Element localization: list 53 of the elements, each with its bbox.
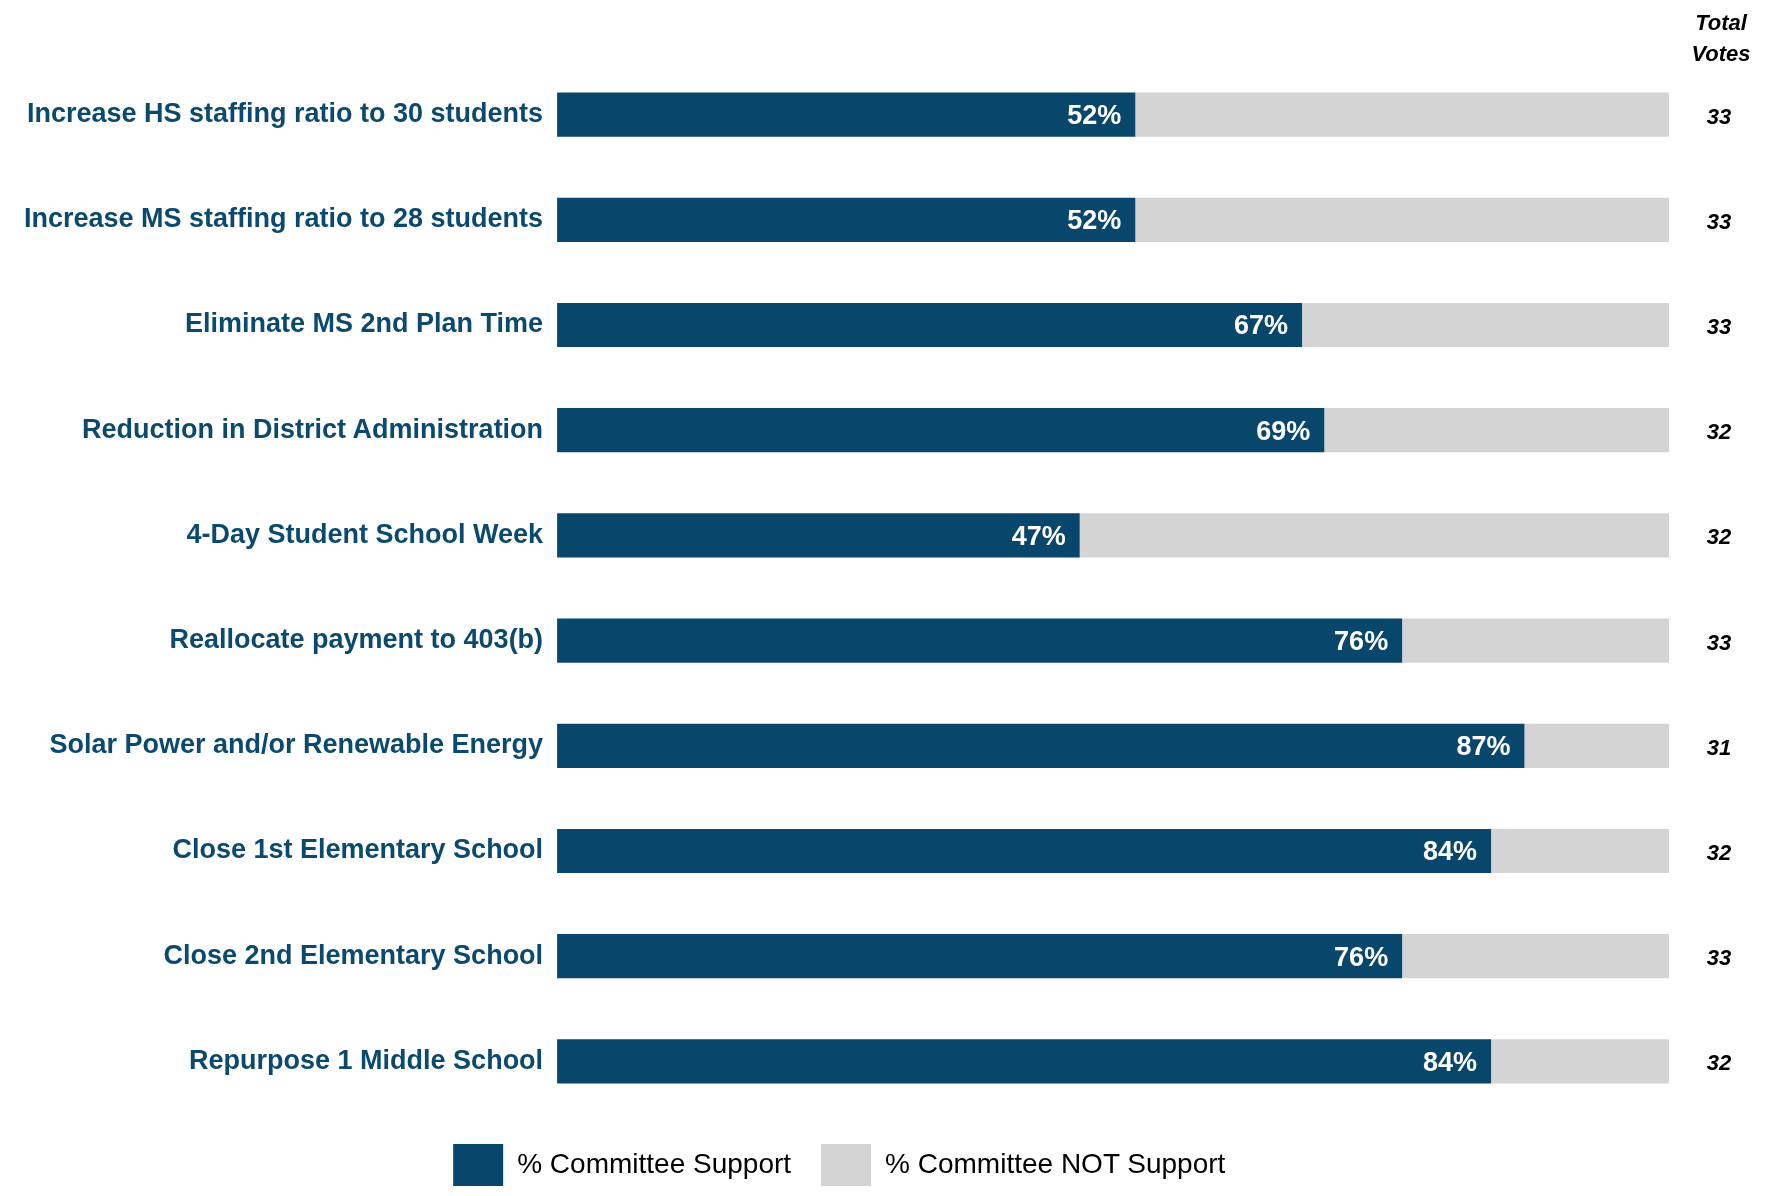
bar (1402, 934, 1669, 979)
data-label: 52% (1067, 205, 1122, 236)
bar (557, 828, 1492, 874)
bar (1491, 828, 1669, 874)
data-label: 47% (1011, 520, 1066, 551)
text: 33 (1706, 208, 1732, 234)
text: 33 (1706, 945, 1732, 971)
y-tick-label: Close 1st Elementary School (172, 834, 544, 865)
text: 32 (1706, 840, 1732, 866)
y-tick-label: Increase MS staffing ratio to 28 students (23, 203, 544, 234)
bar (557, 723, 1525, 768)
bar (1491, 1039, 1669, 1084)
bar (557, 92, 1136, 137)
text: 32 (1706, 419, 1732, 445)
bar (1135, 92, 1669, 137)
y-tick-label: Eliminate MS 2nd Plan Time (185, 308, 544, 339)
bar (557, 197, 1136, 242)
y-tick-label: Reduction in District Administration (82, 413, 544, 444)
data-label: 84% (1423, 1046, 1478, 1077)
text: 32 (1706, 524, 1732, 550)
y-tick-label: Repurpose 1 Middle School (189, 1044, 544, 1075)
bar (1524, 723, 1669, 768)
bar (557, 618, 1403, 663)
bar (1079, 513, 1669, 558)
bar (557, 408, 1325, 453)
bar (557, 934, 1403, 979)
y-tick-label: Close 2nd Elementary School (163, 939, 544, 970)
data-label: 76% (1334, 626, 1389, 657)
text: 33 (1706, 314, 1732, 340)
text: 33 (1706, 629, 1732, 655)
data-label: 52% (1067, 100, 1122, 131)
text: 32 (1706, 1050, 1732, 1076)
y-tick-label: 4-Day Student School Week (186, 518, 545, 549)
y-tick-label: Increase HS staffing ratio to 30 students (26, 98, 544, 129)
text: Total Votes (1691, 10, 1751, 67)
y-tick-label: Reallocate payment to 403(b) (169, 624, 544, 655)
data-label: 76% (1334, 941, 1389, 972)
bar (557, 1039, 1492, 1084)
bar (1324, 408, 1669, 453)
bar (1302, 302, 1669, 348)
text: 33 (1706, 103, 1732, 129)
bar (557, 302, 1303, 348)
legend-label: % Committee Support (517, 1147, 792, 1179)
text: 31 (1706, 734, 1732, 760)
y-tick-label: Solar Power and/or Renewable Energy (49, 729, 544, 760)
bar (1402, 618, 1669, 663)
data-label: 67% (1234, 310, 1289, 341)
data-label: 84% (1423, 836, 1478, 867)
bar (1135, 197, 1669, 242)
data-label: 69% (1256, 415, 1311, 446)
legend-label: % Committee NOT Support (885, 1147, 1226, 1179)
data-label: 87% (1456, 731, 1511, 762)
bar (557, 513, 1080, 558)
